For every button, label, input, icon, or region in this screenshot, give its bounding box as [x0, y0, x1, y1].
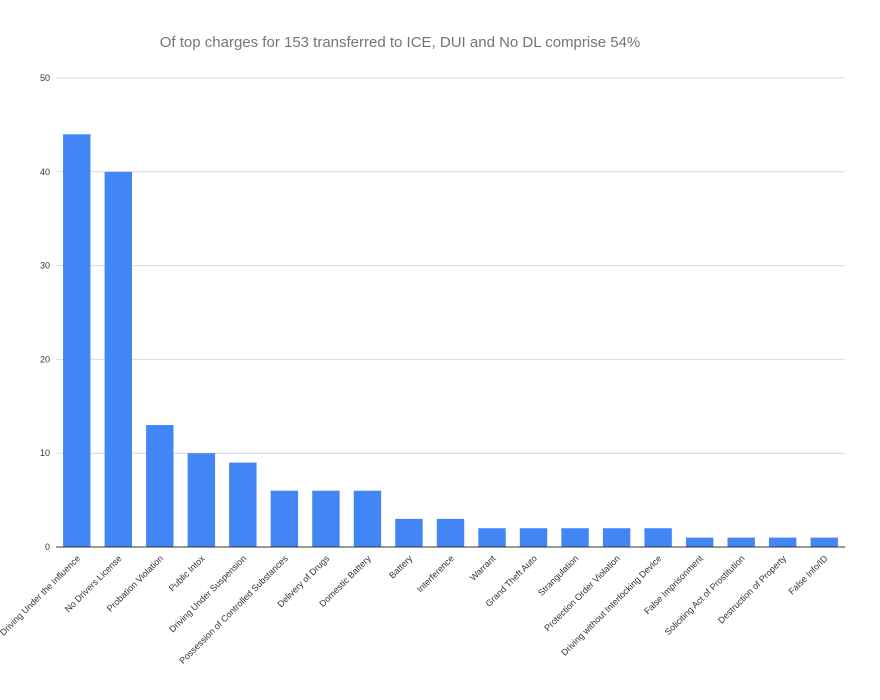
y-axis-ticks: 0 10 20 30 40 50: [40, 73, 50, 552]
bar: [602, 528, 631, 547]
x-category-label: Warrant: [468, 553, 498, 583]
gridlines: [56, 77, 845, 454]
x-category-label: Driving Under the Influence: [0, 553, 82, 637]
bar: [519, 528, 548, 547]
x-category-label: Soliciting Act of Prostitution: [663, 553, 747, 637]
y-tick-label: 40: [40, 167, 50, 177]
bar: [810, 537, 838, 547]
bar: [478, 528, 506, 547]
bar: [312, 490, 340, 547]
x-category-label: Driving Under Suspension: [167, 553, 248, 634]
bar: [561, 528, 589, 547]
chart-title: Of top charges for 153 transferred to IC…: [159, 34, 641, 51]
x-category-label: False Info/ID: [786, 553, 830, 597]
bar: [353, 490, 382, 547]
x-category-label: Interference: [415, 553, 456, 594]
x-category-label: Public Intox: [167, 553, 207, 593]
bar: [395, 518, 423, 547]
x-category-label: Protection Order Violation: [542, 553, 622, 633]
bar: [187, 453, 216, 547]
y-tick-label: 50: [40, 73, 50, 83]
y-tick-label: 10: [40, 448, 50, 458]
bar: [436, 518, 465, 547]
bar: [769, 537, 797, 547]
bar: [104, 171, 132, 548]
x-category-label: Battery: [387, 553, 415, 581]
y-tick-label: 0: [45, 542, 50, 552]
bar: [727, 537, 755, 547]
bar: [229, 462, 257, 547]
bar: [685, 537, 714, 547]
y-tick-label: 30: [40, 261, 50, 271]
x-category-label: Strangulation: [536, 553, 581, 598]
bars: [63, 134, 838, 548]
x-category-label: Destruction of Property: [716, 553, 789, 626]
bar: [644, 528, 672, 547]
bar: [63, 134, 91, 547]
y-tick-label: 20: [40, 354, 50, 364]
bar: [146, 425, 174, 547]
bar: [270, 490, 299, 547]
